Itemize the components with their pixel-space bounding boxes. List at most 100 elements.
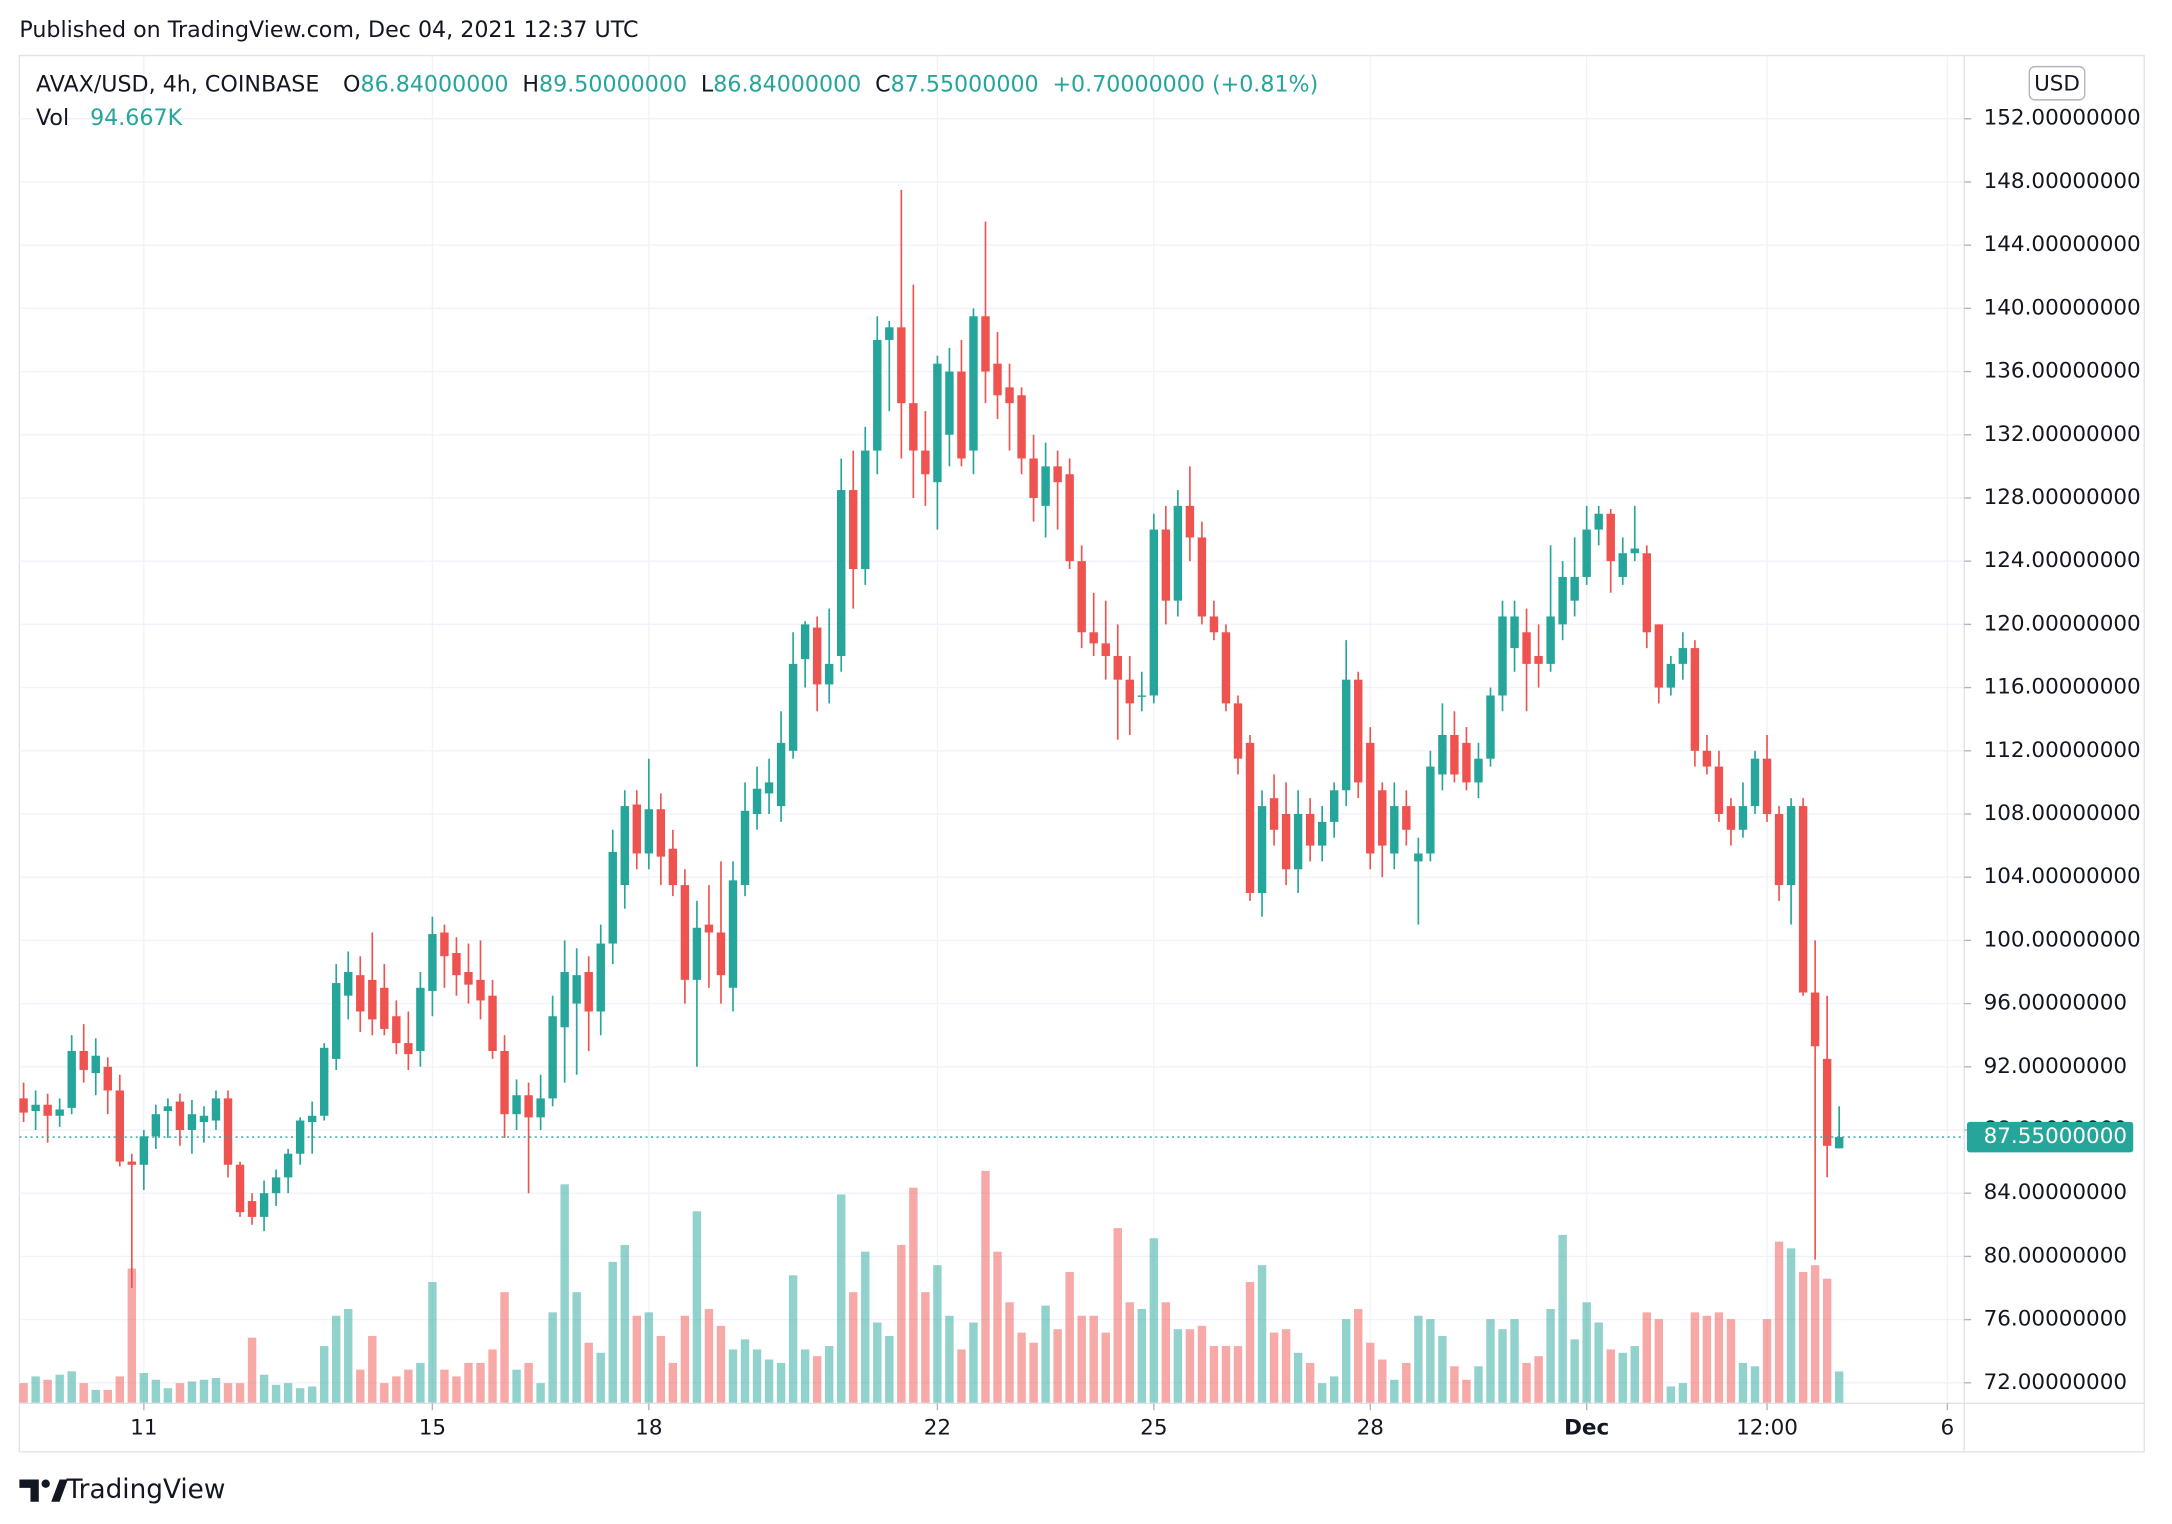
candle-body bbox=[981, 316, 990, 372]
axes: 72.00000000 76.00000000 80.00000000 84.0000… bbox=[19, 106, 2141, 1440]
x-tick-label: Dec bbox=[1564, 1415, 1609, 1440]
volume-bar bbox=[1510, 1319, 1519, 1404]
candle-body bbox=[993, 363, 1002, 396]
candle-body bbox=[1089, 632, 1098, 644]
y-tick-label: 144.00000000 bbox=[1984, 232, 2141, 257]
volume-bar bbox=[1738, 1362, 1748, 1404]
volume-bar bbox=[1786, 1248, 1796, 1404]
volume-bar bbox=[837, 1194, 846, 1404]
volume-bar bbox=[560, 1184, 569, 1404]
candle-body bbox=[1197, 537, 1207, 617]
y-tick-label: 96.00000000 bbox=[1984, 991, 2127, 1016]
volume-bar bbox=[1005, 1302, 1014, 1404]
volume-bar bbox=[885, 1335, 894, 1404]
volume-bar bbox=[187, 1381, 197, 1404]
volume-value: 94.667K bbox=[90, 104, 183, 130]
volume-bar bbox=[800, 1349, 810, 1404]
volume-bar bbox=[1606, 1349, 1615, 1404]
candle-body bbox=[259, 1193, 269, 1217]
candle-body bbox=[1041, 466, 1050, 506]
volume-bar bbox=[139, 1373, 149, 1404]
candle-body bbox=[392, 1016, 401, 1044]
candle-body bbox=[1534, 655, 1543, 664]
candle-body bbox=[1005, 387, 1014, 404]
volume-bar bbox=[1654, 1319, 1664, 1404]
volume-bar bbox=[824, 1346, 834, 1404]
volume-bar bbox=[1834, 1371, 1844, 1404]
volume-bar bbox=[873, 1322, 882, 1404]
candle-body bbox=[1161, 529, 1171, 601]
volume-bar bbox=[1726, 1319, 1736, 1404]
candle-body bbox=[1750, 758, 1760, 807]
volume-bar bbox=[812, 1356, 822, 1404]
candle-body bbox=[776, 742, 786, 807]
candle-body bbox=[163, 1106, 173, 1112]
candle-body bbox=[1702, 750, 1712, 767]
volume-bar bbox=[476, 1362, 485, 1404]
volume-bar bbox=[500, 1292, 509, 1404]
x-tick-label: 6 bbox=[1941, 1415, 1955, 1440]
candle-body bbox=[728, 880, 738, 988]
volume-bar bbox=[1390, 1379, 1399, 1404]
candle-body bbox=[1666, 663, 1676, 688]
candle-body bbox=[1426, 766, 1435, 854]
volume-bar bbox=[608, 1261, 617, 1404]
candle-body bbox=[620, 806, 629, 886]
candle-body bbox=[211, 1098, 221, 1121]
y-tick-label: 80.00000000 bbox=[1984, 1243, 2127, 1268]
volume-bar bbox=[247, 1337, 257, 1404]
candle-body bbox=[31, 1104, 40, 1112]
volume-bar bbox=[788, 1275, 798, 1404]
y-tick-label: 124.00000000 bbox=[1984, 548, 2141, 573]
volume-bar bbox=[1245, 1282, 1255, 1404]
y-tick-label: 112.00000000 bbox=[1984, 738, 2141, 763]
candle-body bbox=[1726, 806, 1736, 830]
candle-body bbox=[536, 1098, 545, 1118]
candle-body bbox=[1402, 806, 1411, 830]
volume-bar bbox=[163, 1388, 173, 1404]
volume-bar bbox=[584, 1342, 593, 1404]
candle-body bbox=[716, 932, 726, 976]
volume-bar bbox=[1366, 1342, 1375, 1404]
candle-body bbox=[1654, 624, 1664, 688]
volume-bar bbox=[1341, 1319, 1351, 1404]
candle-body bbox=[1233, 703, 1243, 759]
candle-body bbox=[55, 1109, 64, 1116]
volume-bar bbox=[404, 1369, 413, 1404]
candle-body bbox=[464, 971, 473, 985]
volume-bar bbox=[680, 1315, 690, 1404]
candle-body bbox=[969, 316, 978, 451]
volume-bar bbox=[1017, 1332, 1026, 1404]
candle-body bbox=[43, 1104, 52, 1116]
candle-body bbox=[1630, 548, 1639, 554]
candle-body bbox=[1774, 813, 1784, 886]
candle-body bbox=[1354, 679, 1363, 783]
legend-key: L bbox=[701, 71, 714, 97]
volume-bar bbox=[1546, 1309, 1555, 1404]
candle-body bbox=[1486, 695, 1495, 759]
volume-bar bbox=[1173, 1329, 1183, 1404]
volume-bar bbox=[1065, 1271, 1074, 1404]
candle-body bbox=[271, 1177, 281, 1194]
y-tick-label: 140.00000000 bbox=[1984, 295, 2141, 320]
candle-body bbox=[1522, 632, 1531, 664]
candle-body bbox=[1029, 458, 1038, 498]
volume-bar bbox=[921, 1292, 930, 1404]
candle-body bbox=[344, 971, 353, 996]
volume-bar bbox=[259, 1374, 269, 1404]
volume-bar bbox=[1101, 1332, 1110, 1404]
candle-body bbox=[885, 327, 894, 340]
candle-body bbox=[873, 339, 882, 451]
volume-bar bbox=[692, 1211, 702, 1404]
candle-body bbox=[416, 987, 425, 1051]
candle-body bbox=[824, 663, 834, 685]
volume-bar bbox=[1438, 1335, 1447, 1404]
volume-bar bbox=[1630, 1346, 1639, 1404]
legend-key: C bbox=[875, 71, 890, 97]
candle-body bbox=[295, 1120, 305, 1154]
volume-bar bbox=[1293, 1352, 1303, 1404]
candle-body bbox=[1293, 813, 1303, 870]
candle-body bbox=[127, 1161, 137, 1165]
candle-body bbox=[644, 809, 654, 854]
